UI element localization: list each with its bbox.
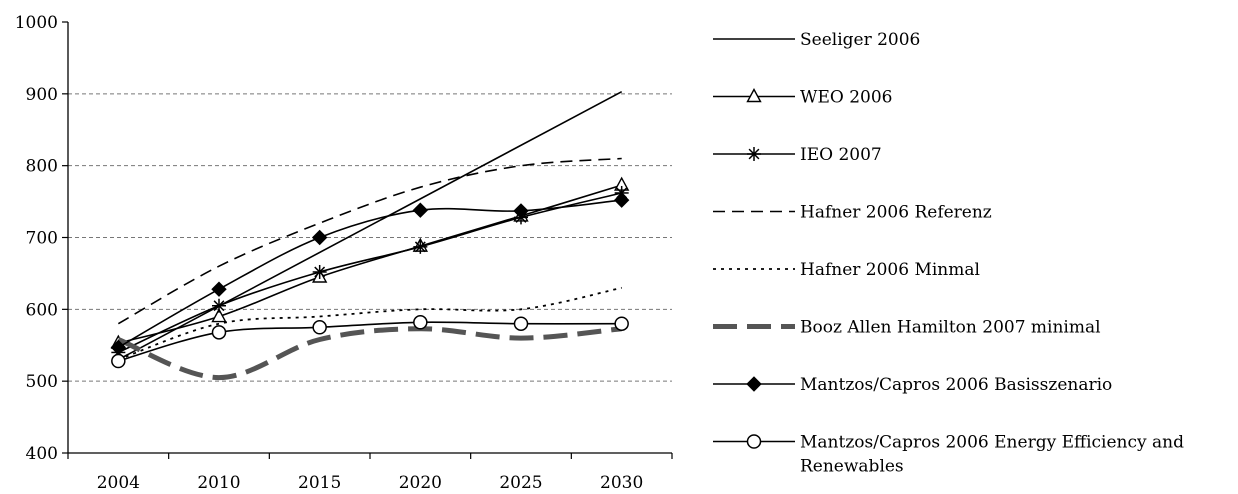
legend-marker — [746, 376, 762, 392]
series-line — [117, 90, 623, 361]
legend-entry: WEO 2006 — [713, 88, 893, 108]
series-line — [118, 184, 622, 344]
x-tick-label: 2015 — [298, 473, 341, 493]
series-line — [117, 326, 622, 381]
series-line — [118, 321, 622, 362]
series-line — [117, 157, 622, 325]
data-point — [211, 325, 227, 340]
y-tick-label: 700 — [26, 229, 58, 249]
data-point — [212, 298, 226, 313]
data-point — [211, 308, 227, 323]
y-tick-label: 900 — [26, 85, 58, 105]
data-point — [613, 192, 630, 208]
legend-label-line: Renewables — [800, 457, 904, 477]
series-line — [117, 192, 622, 354]
series-3 — [117, 157, 622, 325]
x-tick-label: 2020 — [399, 473, 442, 493]
y-tick-label: 1000 — [15, 13, 58, 33]
data-point — [413, 315, 428, 330]
legend-label: WEO 2006 — [800, 88, 893, 108]
legend-label: Hafner 2006 Minmal — [800, 260, 980, 280]
series-line — [118, 286, 622, 361]
legend-label: Mantzos/Capros 2006 Basisszenario — [800, 375, 1112, 395]
data-point — [111, 353, 126, 369]
legend-label: Booz Allen Hamilton 2007 minimal — [800, 318, 1101, 338]
legend-entry: Mantzos/Capros 2006 Energy Efficiency an… — [713, 433, 1184, 477]
legend-entry: Hafner 2006 Referenz — [713, 203, 992, 223]
series-line — [117, 199, 622, 349]
legend-marker — [747, 147, 761, 161]
series-4 — [118, 286, 622, 361]
legend-entry: Booz Allen Hamilton 2007 minimal — [713, 318, 1101, 338]
legend-marker — [746, 434, 762, 449]
data-point — [614, 316, 629, 331]
legend-label: IEO 2007 — [800, 145, 882, 165]
data-point — [312, 320, 327, 335]
axes: 400 500 600 700 800 900 1000 2004 2010 2015 2020 20… — [15, 13, 673, 493]
legend: Seeliger 2006 WEO 2006 IEO 2007 Hafner 2006… — [713, 30, 1184, 477]
legend-entry: Mantzos/Capros 2006 Basisszenario — [713, 375, 1112, 395]
legend-entry: Hafner 2006 Minmal — [713, 260, 980, 280]
series-0 — [117, 90, 623, 361]
y-tick-label: 800 — [26, 157, 58, 177]
data-point — [413, 239, 428, 254]
x-tick-label: 2025 — [499, 473, 542, 493]
series-5 — [117, 326, 622, 381]
data-point — [513, 203, 529, 219]
legend-label-line: Mantzos/Capros 2006 Energy Efficiency an… — [800, 433, 1184, 453]
legend-entry: IEO 2007 — [713, 145, 882, 165]
data-point — [311, 229, 328, 246]
y-tick-label: 600 — [26, 300, 58, 320]
x-tick-label: 2004 — [97, 473, 140, 493]
legend-label: Hafner 2006 Referenz — [800, 203, 992, 223]
legend-entry: Seeliger 2006 — [713, 30, 920, 50]
data-point — [211, 281, 227, 297]
x-tick-label: 2010 — [197, 473, 240, 493]
legend-marker — [746, 88, 762, 103]
data-point — [312, 264, 327, 279]
x-tick-label: 2030 — [600, 473, 643, 493]
y-tick-label: 400 — [26, 444, 58, 464]
legend-label: Seeliger 2006 — [800, 30, 920, 50]
legend-label: Mantzos/Capros 2006 Energy Efficiency an… — [800, 433, 1184, 477]
series-lines — [110, 90, 630, 381]
y-tick-label: 500 — [26, 372, 58, 392]
grid-lines — [68, 93, 672, 382]
series-6 — [110, 192, 630, 356]
series-2 — [111, 185, 629, 360]
series-7 — [111, 315, 629, 369]
data-point — [412, 202, 429, 218]
data-point — [513, 316, 529, 331]
